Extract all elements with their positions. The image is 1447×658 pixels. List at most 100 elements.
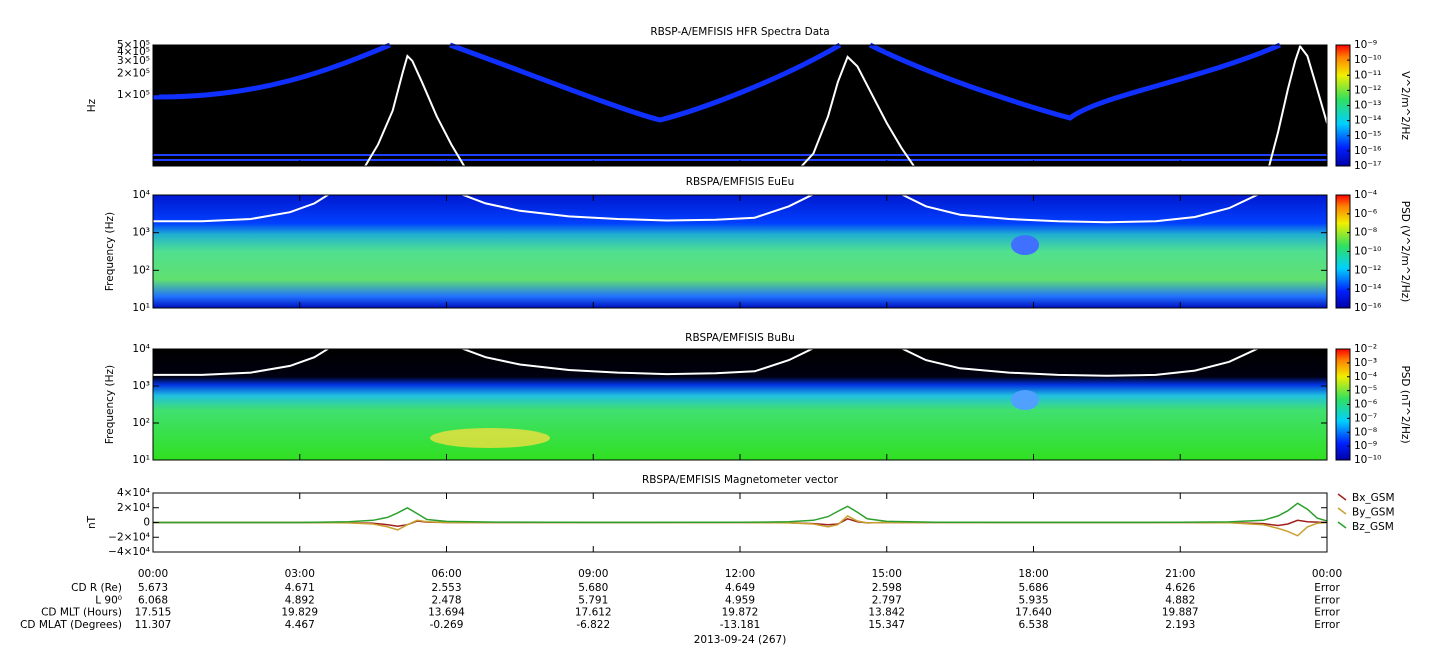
cutoff-curve (153, 349, 1259, 377)
plot-area (153, 349, 1259, 377)
ephemeris-value: -0.269 (430, 619, 464, 631)
y-tick-label: 0 (143, 517, 150, 529)
ephemeris-label: CD MLAT (Degrees) (20, 619, 122, 631)
colorbar-tick-label: 10⁻³ (1354, 357, 1377, 369)
colorbar-tick-label: 10⁻⁴ (1354, 371, 1377, 383)
y-tick-label: 2×10⁴ (117, 502, 150, 514)
y-tick-label: 10⁴ (132, 189, 150, 201)
y-tick-label: 5×10⁵ (117, 39, 150, 51)
ephemeris-value: 4.892 (285, 594, 315, 606)
colorbar-tick-label: 10⁻¹⁶ (1354, 145, 1381, 157)
y-tick-label: 10¹ (132, 302, 150, 314)
ephemeris-value: 13.694 (428, 607, 465, 619)
ephemeris-value: 15.347 (868, 619, 905, 631)
colorbar-tick-label: 10⁻¹⁰ (1354, 454, 1381, 466)
colorbar-tick-label: 10⁻⁸ (1354, 227, 1377, 239)
ephemeris-value: 13.842 (868, 607, 905, 619)
x-tick-label: 00:00 (1312, 568, 1342, 580)
y-tick-label: 10³ (132, 227, 150, 239)
colorbar-tick-label: 10⁻¹⁰ (1354, 246, 1381, 258)
ephemeris-value: 6.068 (138, 594, 168, 606)
colorbar-tick-label: 10⁻¹⁶ (1354, 302, 1381, 314)
ephemeris-value: 11.307 (135, 619, 172, 631)
ephemeris-value: Error (1314, 594, 1340, 606)
y-axis-label: nT (86, 515, 98, 529)
ephemeris-value: 19.887 (1162, 607, 1199, 619)
ephemeris-label: CD MLT (Hours) (41, 607, 122, 619)
y-tick-label: −4×10⁴ (108, 546, 150, 558)
ephemeris-value: 17.612 (575, 607, 612, 619)
ephemeris-value: 2.553 (431, 582, 461, 594)
colorbar-tick-label: 10⁻¹⁰ (1354, 54, 1381, 66)
panel-title: RBSPA/EMFISIS Magnetometer vector (642, 474, 839, 486)
ephemeris-value: 17.515 (135, 607, 172, 619)
ephemeris-value: 2.598 (872, 582, 902, 594)
panel-title: RBSP-A/EMFISIS HFR Spectra Data (650, 26, 829, 38)
ephemeris-value: 2.797 (872, 594, 902, 606)
y-tick-label: 2×10⁵ (117, 67, 150, 79)
plot-area (153, 195, 1259, 224)
colorbar-tick-label: 10⁻¹⁷ (1354, 160, 1381, 172)
colorbar-label: PSD (V^2/m^2/Hz) (1399, 201, 1411, 302)
colorbar-tick-label: 10⁻⁷ (1354, 412, 1377, 424)
ephemeris-value: 5.935 (1018, 594, 1048, 606)
y-tick-label: 10² (132, 417, 150, 429)
ephemeris-value: 19.829 (281, 607, 318, 619)
legend-label: Bx_GSM (1352, 492, 1395, 504)
colorbar-tick-label: 10⁻⁶ (1354, 208, 1377, 220)
y-axis-label: Frequency (Hz) (104, 365, 116, 444)
panel-title: RBSPA/EMFISIS EuEu (686, 176, 795, 188)
ephemeris-value: 6.538 (1018, 619, 1048, 631)
colorbar-tick-label: 10⁻⁹ (1354, 39, 1377, 51)
legend-swatches (1337, 493, 1347, 529)
colorbar-tick-label: 10⁻⁶ (1354, 399, 1377, 411)
x-tick-label: 18:00 (1018, 568, 1048, 580)
ephemeris-value: 5.791 (578, 594, 608, 606)
x-tick-label: 06:00 (431, 568, 461, 580)
colorbar-tick-label: 10⁻² (1354, 343, 1377, 355)
y-tick-label: −2×10⁴ (108, 531, 150, 543)
x-tick-label: 15:00 (872, 568, 902, 580)
y-tick-label: 1×10⁵ (117, 89, 150, 101)
colorbar-tick-label: 10⁻¹⁴ (1354, 283, 1381, 295)
ephemeris-value: 19.872 (722, 607, 759, 619)
ephemeris-value: 2.478 (431, 594, 461, 606)
ephemeris-value: 4.649 (725, 582, 755, 594)
y-tick-label: 10² (132, 264, 150, 276)
cutoff-curve (364, 45, 1327, 166)
legend-label: By_GSM (1352, 507, 1395, 519)
colorbar-tick-label: 10⁻⁸ (1354, 426, 1377, 438)
x-axis-label: 2013-09-24 (267) (694, 634, 787, 646)
line (153, 517, 1327, 527)
spectrogram-backgrounds (152, 42, 1327, 460)
plot-area (364, 45, 1327, 166)
legend-label: Bz_GSM (1352, 521, 1394, 533)
colorbar-label: PSD (nT^2/Hz) (1399, 365, 1411, 443)
x-tick-label: 09:00 (578, 568, 608, 580)
ephemeris-label: CD R (Re) (71, 582, 122, 594)
cutoff-curve (153, 195, 1259, 224)
y-tick-label: 4×10⁵ (117, 46, 150, 58)
y-tick-label: 3×10⁵ (117, 55, 150, 67)
ephemeris-value: 5.680 (578, 582, 608, 594)
y-tick-label: 4×10⁴ (117, 487, 150, 499)
ephemeris-value: 4.671 (285, 582, 315, 594)
ephemeris-value: Error (1314, 582, 1340, 594)
colorbar-tick-label: 10⁻¹⁵ (1354, 130, 1381, 142)
y-tick-label: 10³ (132, 380, 150, 392)
ephemeris-value: -13.181 (720, 619, 761, 631)
ephemeris-value: 5.673 (138, 582, 168, 594)
ephemeris-label: L 90⁰ (95, 594, 122, 606)
ephemeris-value: 4.882 (1165, 594, 1195, 606)
ephemeris-value: -6.822 (576, 619, 610, 631)
colorbar-tick-label: 10⁻⁵ (1354, 385, 1377, 397)
x-tick-label: 00:00 (138, 568, 168, 580)
colorbar-tick-label: 10⁻¹² (1354, 264, 1381, 276)
y-axis-label: Frequency (Hz) (104, 212, 116, 291)
x-tick-label: 21:00 (1165, 568, 1195, 580)
ephemeris-value: 4.626 (1165, 582, 1195, 594)
colorbar-label: V^2/m^2/Hz (1399, 71, 1411, 140)
y-tick-label: 10⁴ (132, 343, 150, 355)
colorbar-tick-label: 10⁻¹² (1354, 84, 1381, 96)
